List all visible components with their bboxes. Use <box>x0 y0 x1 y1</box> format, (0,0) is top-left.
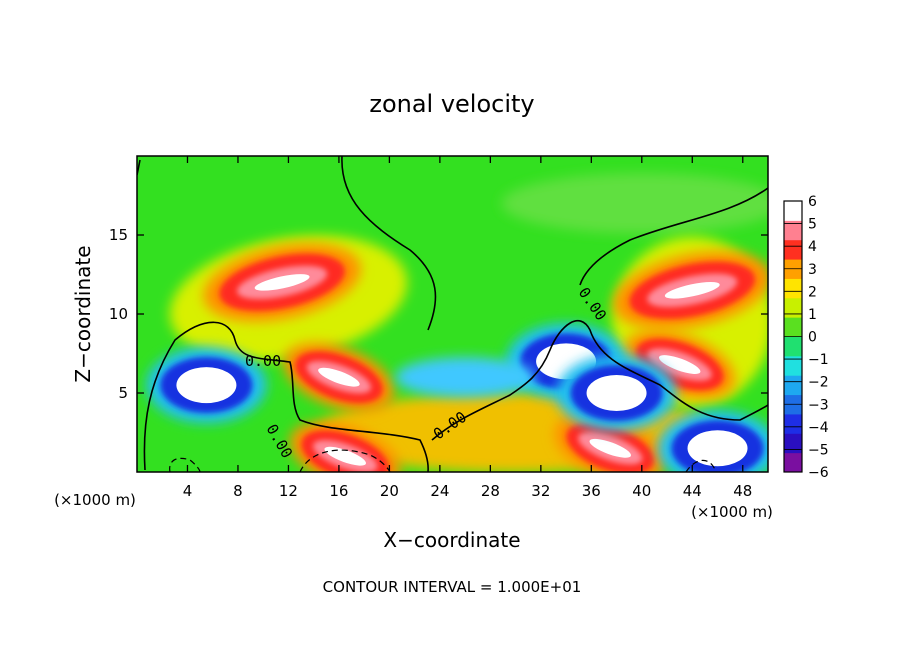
colorbar-label: −2 <box>808 375 829 391</box>
x-tick-label: 20 <box>380 482 399 500</box>
x-tick-label: 12 <box>279 482 298 500</box>
x-tick-label: 8 <box>233 482 243 500</box>
colorbar-label: −5 <box>808 442 829 458</box>
chart-title: zonal velocity <box>369 90 534 118</box>
colorbar-swatch <box>784 413 802 434</box>
x-unit-left: (×1000 m) <box>54 491 136 509</box>
colorbar-swatch <box>784 297 802 318</box>
field-region <box>318 367 360 387</box>
x-tick-label: 48 <box>733 482 752 500</box>
field-region <box>176 367 237 404</box>
colorbar-swatch <box>784 239 802 260</box>
field-region <box>586 375 647 411</box>
x-axis-label: X−coordinate <box>383 528 520 552</box>
colorbar-label: 0 <box>808 330 817 346</box>
colorbar-swatch <box>784 201 802 221</box>
colorbar-swatch <box>784 355 802 376</box>
colorbar-swatch <box>784 336 802 357</box>
field-region <box>395 357 536 398</box>
field: 0.00 0.00 0.00 0.00 <box>137 156 768 472</box>
x-tick-label: 36 <box>582 482 601 500</box>
field-region <box>324 446 367 466</box>
x-unit-right: (×1000 m) <box>691 503 773 521</box>
field-region <box>254 274 310 291</box>
colorbar-label: −6 <box>808 465 829 481</box>
y-tick-label: 5 <box>118 384 128 402</box>
y-axis: 5 10 15 <box>109 226 768 402</box>
colorbar-label: −3 <box>808 397 829 413</box>
field-region <box>664 282 720 299</box>
colorbar-label: 5 <box>808 217 817 233</box>
colorbar-swatch <box>784 278 802 299</box>
colorbar-label: 4 <box>808 239 817 255</box>
x-tick-label: 24 <box>430 482 449 500</box>
colorbar-swatch <box>784 452 802 473</box>
colorbar-swatch <box>784 317 802 337</box>
y-tick-label: 15 <box>109 226 128 244</box>
field-region <box>589 438 632 458</box>
field-region <box>687 430 748 467</box>
contour-label: 0.00 <box>245 352 281 370</box>
colorbar-label: 2 <box>808 284 817 300</box>
colorbar-label: 1 <box>808 307 817 323</box>
y-tick-label: 10 <box>109 305 128 323</box>
field-region <box>501 173 768 234</box>
colorbar-label: −4 <box>808 420 829 436</box>
contour-lines <box>137 156 768 472</box>
x-tick-label: 16 <box>329 482 348 500</box>
colorbar-label: 6 <box>808 194 817 210</box>
x-tick-label: 4 <box>183 482 193 500</box>
colorbar-swatch <box>784 375 802 396</box>
colorbar-swatch <box>784 433 802 454</box>
field-region <box>658 355 701 374</box>
x-tick-label: 28 <box>481 482 500 500</box>
y-axis-label: Z−coordinate <box>71 245 95 382</box>
x-axis: 4 8 12 16 20 24 28 32 36 40 44 48 <box>183 156 752 500</box>
colorbar-label: 3 <box>808 262 817 278</box>
colorbar-swatch <box>784 220 802 241</box>
x-tick-label: 40 <box>632 482 651 500</box>
colorbar-label: −1 <box>808 352 829 368</box>
colorbar: 6 5 4 3 2 1 0 −1 −2 −3 −4 −5 −6 <box>783 194 829 481</box>
contour-interval: CONTOUR INTERVAL = 1.000E+01 <box>323 578 582 596</box>
x-tick-label: 44 <box>683 482 702 500</box>
x-tick-label: 32 <box>531 482 550 500</box>
